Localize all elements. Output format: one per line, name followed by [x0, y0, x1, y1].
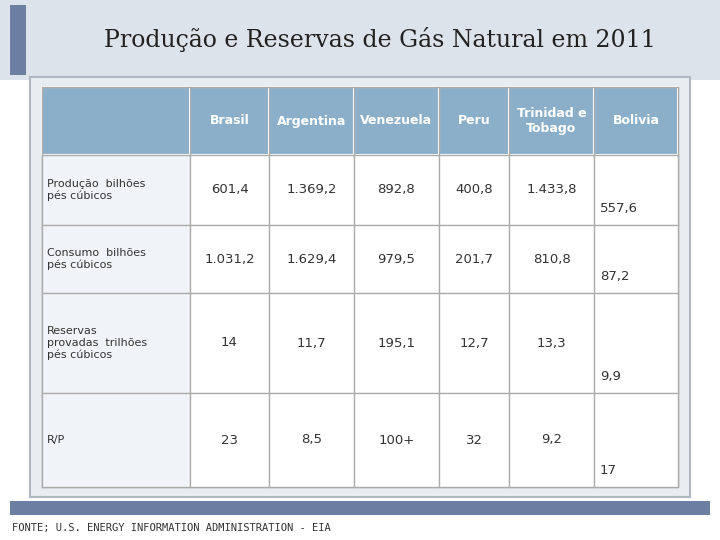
Bar: [269, 155, 354, 225]
Bar: [439, 155, 509, 225]
Bar: [594, 155, 678, 225]
Text: 100+: 100+: [379, 434, 415, 447]
Text: 201,7: 201,7: [455, 253, 493, 266]
Bar: [42, 393, 190, 487]
Text: 32: 32: [466, 434, 482, 447]
Bar: [42, 87, 190, 155]
Text: Peru: Peru: [458, 114, 490, 127]
Text: Bolivia: Bolivia: [613, 114, 660, 127]
Bar: [509, 87, 594, 155]
Text: 17: 17: [600, 464, 617, 477]
Bar: [509, 393, 594, 487]
Text: 1.369,2: 1.369,2: [287, 184, 337, 197]
Text: 11,7: 11,7: [297, 336, 326, 349]
Bar: [190, 155, 269, 225]
Bar: [439, 87, 509, 155]
Bar: [509, 293, 594, 393]
Bar: [439, 393, 509, 487]
Bar: [509, 155, 594, 225]
Bar: [594, 87, 678, 155]
Bar: [269, 87, 354, 155]
Text: 195,1: 195,1: [377, 336, 415, 349]
Text: 9,2: 9,2: [541, 434, 562, 447]
Text: 14: 14: [221, 336, 238, 349]
Text: Reservas
provadas  trilhões
pés cúbicos: Reservas provadas trilhões pés cúbicos: [47, 326, 147, 360]
Text: 87,2: 87,2: [600, 270, 629, 283]
Bar: [354, 225, 439, 293]
Bar: [354, 87, 439, 155]
Bar: [10, 501, 710, 515]
Text: R/P: R/P: [47, 435, 66, 445]
Bar: [190, 393, 269, 487]
Text: 601,4: 601,4: [211, 184, 248, 197]
Text: 8,5: 8,5: [301, 434, 322, 447]
Text: 400,8: 400,8: [455, 184, 492, 197]
Bar: [509, 225, 594, 293]
Bar: [190, 87, 269, 155]
Text: Trinidad e
Tobago: Trinidad e Tobago: [517, 107, 586, 135]
Bar: [594, 293, 678, 393]
Text: 13,3: 13,3: [536, 336, 567, 349]
Bar: [42, 225, 190, 293]
Bar: [190, 225, 269, 293]
Bar: [439, 225, 509, 293]
Text: Consumo  bilhões
pés cúbicos: Consumo bilhões pés cúbicos: [47, 248, 146, 270]
Text: Brasil: Brasil: [210, 114, 249, 127]
Bar: [269, 393, 354, 487]
Text: Venezuela: Venezuela: [361, 114, 433, 127]
Bar: [42, 293, 190, 393]
Bar: [30, 77, 690, 497]
Bar: [354, 155, 439, 225]
Bar: [269, 225, 354, 293]
Bar: [439, 293, 509, 393]
Bar: [42, 87, 678, 487]
Bar: [190, 293, 269, 393]
Bar: [0, 0, 720, 80]
Text: Produção  bilhões
pés cúbicos: Produção bilhões pés cúbicos: [47, 179, 145, 201]
Text: Produção e Reservas de Gás Natural em 2011: Produção e Reservas de Gás Natural em 20…: [104, 28, 656, 52]
Text: 23: 23: [221, 434, 238, 447]
Bar: [594, 225, 678, 293]
Bar: [594, 393, 678, 487]
Text: 12,7: 12,7: [459, 336, 489, 349]
Bar: [269, 293, 354, 393]
Text: 557,6: 557,6: [600, 202, 638, 215]
Text: 979,5: 979,5: [377, 253, 415, 266]
Text: 1.433,8: 1.433,8: [526, 184, 577, 197]
Text: Argentina: Argentina: [276, 114, 346, 127]
Bar: [354, 293, 439, 393]
Text: 1.629,4: 1.629,4: [287, 253, 337, 266]
Text: 892,8: 892,8: [377, 184, 415, 197]
Text: 1.031,2: 1.031,2: [204, 253, 255, 266]
Bar: [10, 5, 26, 75]
Bar: [42, 155, 190, 225]
Text: FONTE; U.S. ENERGY INFORMATION ADMINISTRATION - EIA: FONTE; U.S. ENERGY INFORMATION ADMINISTR…: [12, 523, 330, 533]
Text: 810,8: 810,8: [533, 253, 570, 266]
Bar: [354, 393, 439, 487]
Text: 9,9: 9,9: [600, 370, 621, 383]
